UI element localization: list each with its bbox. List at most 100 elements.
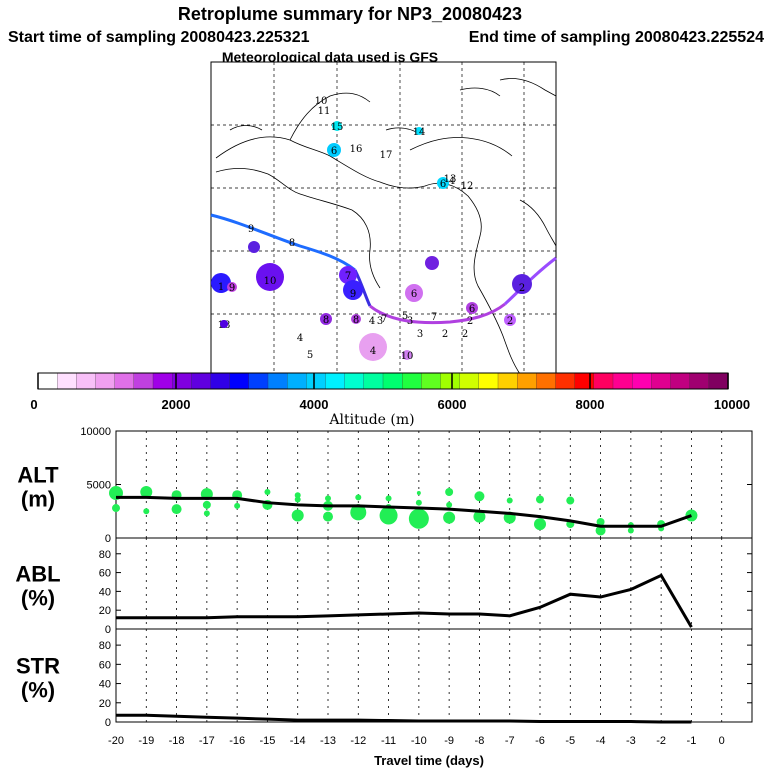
colorbar-cell: [248, 372, 269, 390]
y-tick-label: 10000: [80, 426, 111, 438]
colorbar-cell: [191, 372, 212, 390]
colorbar-cell: [440, 372, 461, 390]
colorbar-cell: [152, 372, 173, 390]
altitude-point: [350, 504, 367, 521]
colorbar-tick-label: 2000: [162, 397, 191, 412]
plume-label: 7: [381, 314, 387, 325]
altitude-point: [595, 525, 606, 536]
plume-label: 12: [461, 181, 474, 192]
altitude-point: [534, 518, 546, 531]
altitude-point: [140, 485, 153, 498]
panel-abl: 80 60 40 20 0 ABL(%): [15, 537, 753, 636]
panel-title: ALT: [17, 463, 59, 488]
plume-label: 6: [411, 289, 417, 300]
plume-label: 15: [331, 122, 344, 133]
end-time-label: End time of sampling 20080423.225524: [469, 29, 764, 46]
altitude-mean-line: [116, 495, 692, 528]
plume-label: 6: [469, 304, 475, 315]
altitude-point: [294, 496, 301, 503]
y-tick-label: 60: [99, 568, 111, 580]
plume-label: 3: [377, 316, 383, 327]
plume-label: 7: [431, 312, 437, 323]
altitude-point: [416, 491, 421, 496]
plume-label: 16: [350, 144, 363, 155]
plume-label: 13: [444, 174, 457, 185]
panel-frame: [115, 430, 753, 539]
colorbar-cell: [612, 372, 633, 390]
x-tick-label: -1: [687, 735, 697, 747]
plume-marker: [220, 320, 228, 328]
altitude-point: [446, 501, 453, 508]
altitude-point: [415, 499, 422, 506]
x-tick-label: -4: [596, 735, 606, 747]
altitude-point: [379, 506, 398, 525]
x-tick-label: -17: [199, 735, 215, 747]
plume-marker: [227, 282, 237, 292]
plume-label: 5: [307, 350, 313, 361]
colorbar-cell: [708, 372, 729, 390]
plume-label: 10: [264, 276, 277, 287]
colorbar-cell: [670, 372, 691, 390]
altitude-point: [627, 527, 634, 534]
x-tick-label: 0: [719, 735, 725, 747]
colorbar-cell: [306, 372, 327, 390]
altitude-point: [506, 497, 513, 504]
colorbar-cell: [517, 372, 537, 390]
colorbar-cell: [344, 372, 365, 390]
altitude-point: [291, 509, 304, 522]
colorbar-axis-label: Altitude (m): [328, 412, 414, 428]
colorbar-cell: [421, 372, 442, 390]
colorbar-tick-label: 8000: [576, 397, 605, 412]
plume-label: 3: [407, 316, 413, 327]
plume-marker: [256, 263, 284, 291]
altitude-point: [474, 491, 485, 502]
colorbar-cell: [402, 372, 422, 390]
x-tick-label: -9: [444, 735, 454, 747]
plume-marker: [437, 177, 449, 189]
y-tick-label: 80: [99, 640, 111, 652]
plume-marker: [359, 333, 387, 361]
y-tick-label: 0: [105, 624, 111, 636]
plume-label: 10: [401, 351, 414, 362]
plume-label: 2: [507, 316, 513, 327]
plume-marker: [339, 266, 357, 284]
met-data-label: Meteorological data used is GFS: [222, 49, 438, 65]
colorbar-cell: [133, 372, 154, 390]
map-frame: [210, 61, 557, 375]
panel-frame: [115, 537, 753, 630]
plume-marker: [320, 313, 332, 325]
plume-marker: [466, 302, 478, 314]
y-tick-label: 80: [99, 549, 111, 561]
plume-label: 2: [462, 329, 468, 340]
x-tick-label: -20: [108, 735, 124, 747]
colorbar-cell: [497, 372, 518, 390]
plume-label: 4: [370, 346, 376, 357]
colorbar-cell: [95, 372, 116, 390]
plume-marker: [327, 143, 341, 157]
plume-label: 5: [402, 311, 408, 322]
altitude-point: [566, 496, 575, 505]
plume-marker: [504, 314, 516, 326]
panel-unit: (m): [21, 487, 55, 512]
figure-title: Retroplume summary for NP3_20080423: [178, 4, 522, 24]
colorbar-cell: [37, 372, 58, 390]
colorbar-cell: [382, 372, 403, 390]
x-tick-label: -13: [320, 735, 336, 747]
altitude-point: [473, 510, 486, 523]
plume-label: 2: [442, 329, 448, 340]
panel-alt: 10000 5000 0 ALT(m): [17, 426, 753, 545]
plume-marker: [343, 280, 363, 300]
plume-label: 6: [440, 179, 446, 190]
colorbar-cell: [363, 372, 384, 390]
y-tick-label: 0: [105, 717, 111, 729]
panel-unit: (%): [21, 586, 55, 611]
colorbar-cell: [536, 372, 557, 390]
altitude-point: [264, 488, 271, 495]
time-series-panels: 1000050000ALT(m)806040200ABL(%)806040200…: [15, 426, 753, 768]
panel-frame: [115, 628, 753, 723]
colorbar-cell: [210, 372, 231, 390]
altitude-point: [408, 508, 429, 529]
